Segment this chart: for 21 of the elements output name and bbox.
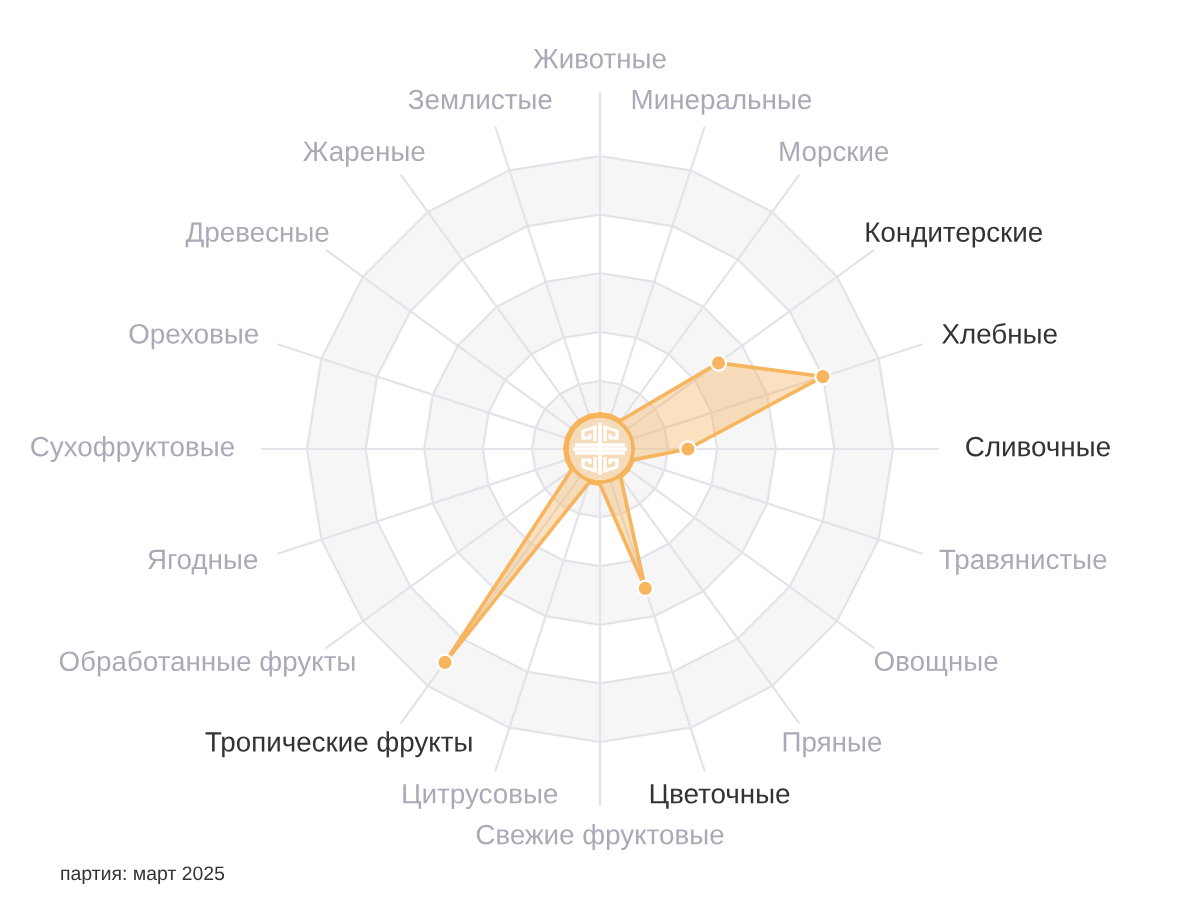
spoke-label: Обработанные фрукты <box>59 650 355 677</box>
spoke-label: Ореховые <box>129 324 259 350</box>
spoke-label: Пряные <box>783 732 882 758</box>
spoke-label: Цитрусовые <box>403 784 558 810</box>
spoke-label: Сухофруктовые <box>31 436 234 462</box>
text: партия: март 2025 <box>61 866 225 885</box>
spoke-label: Жареные <box>303 141 425 167</box>
spoke-label: Минеральные <box>632 89 812 115</box>
spoke-label: Животные <box>533 49 666 69</box>
spoke-label: Хлебные <box>942 323 1057 344</box>
spoke-label: Цветочные <box>650 784 790 809</box>
spoke-label: Древесные <box>185 222 329 248</box>
spoke-label: Морские <box>780 141 889 167</box>
spoke-label: Сливочные <box>966 436 1110 457</box>
spoke-label: Овощные <box>874 651 998 677</box>
spoke-label: Ягодные <box>148 549 258 575</box>
spoke-label: Свежие фруктовые <box>476 824 724 850</box>
spoke-label: Тропические фрукты <box>205 731 472 758</box>
spoke-label: Землистые <box>408 89 552 110</box>
spoke-label: Травянистые <box>939 549 1107 575</box>
spoke-label: Кондитерские <box>866 222 1042 248</box>
